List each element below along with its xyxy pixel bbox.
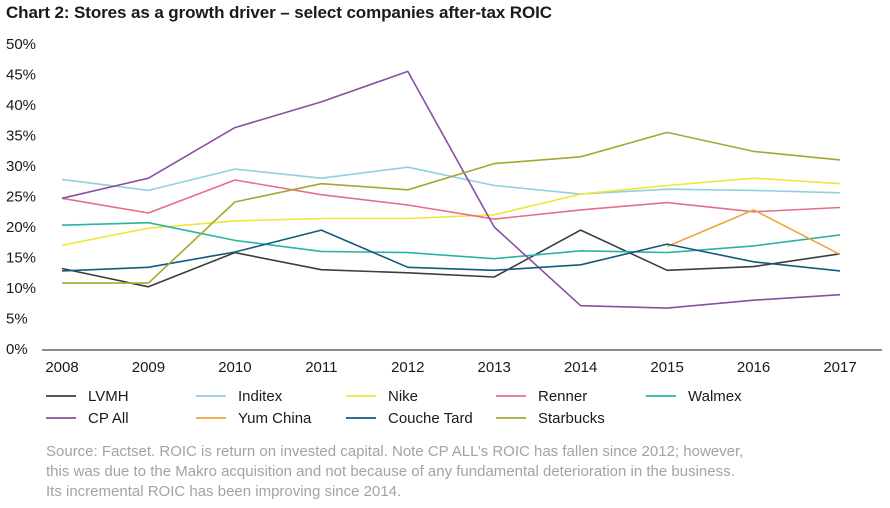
x-tick-label: 2009: [132, 359, 165, 376]
y-tick-label: 15%: [6, 250, 36, 267]
series-line-lvmh: [61, 229, 841, 288]
x-tick-label: 2008: [45, 359, 78, 376]
y-tick-label: 0%: [6, 341, 28, 358]
source-line: this was due to the Makro acquisition an…: [46, 463, 735, 480]
y-tick-label: 10%: [6, 280, 36, 297]
legend-label-lvmh: LVMH: [88, 388, 129, 405]
source-line: Its incremental ROIC has been improving …: [46, 483, 402, 500]
source-note: Source: Factset. ROIC is return on inves…: [46, 442, 886, 502]
y-tick-label: 5%: [6, 311, 28, 328]
y-axis-ticks: 0% 5% 10% 15% 20% 25% 30% 35% 40% 45% 50%: [6, 36, 36, 358]
series-line-walmex: [61, 221, 841, 260]
y-tick-label: 25%: [6, 189, 36, 206]
series-line-cp-all: [61, 70, 841, 309]
legend: LVMH Inditex Nike Renner Walmex CP All Yum Chi…: [46, 388, 742, 427]
series-line-nike: [61, 177, 841, 247]
y-tick-label: 45%: [6, 67, 36, 84]
series-line-couche-tard: [61, 229, 841, 272]
series-line-starbucks: [62, 131, 841, 284]
y-tick-label: 50%: [6, 36, 36, 53]
y-tick-label: 20%: [6, 219, 36, 236]
legend-label-cp-all: CP All: [88, 410, 129, 427]
legend-label-renner: Renner: [538, 388, 587, 405]
source-line: Source: Factset. ROIC is return on inves…: [46, 443, 744, 460]
x-tick-label: 2012: [391, 359, 424, 376]
x-tick-label: 2011: [305, 359, 337, 376]
x-tick-label: 2010: [218, 359, 251, 376]
chart-title: Chart 2: Stores as a growth driver – sel…: [6, 3, 552, 22]
x-tick-label: 2014: [564, 359, 597, 376]
x-tick-label: 2017: [823, 359, 856, 376]
legend-label-yum-china: Yum China: [238, 410, 312, 427]
series-line-renner: [61, 179, 841, 220]
x-tick-label: 2015: [650, 359, 683, 376]
y-tick-label: 35%: [6, 128, 36, 145]
series-line-yum-china: [666, 209, 841, 256]
legend-label-couche-tard: Couche Tard: [388, 410, 473, 427]
y-tick-label: 40%: [6, 97, 36, 114]
legend-label-inditex: Inditex: [238, 388, 283, 405]
legend-label-walmex: Walmex: [688, 388, 742, 405]
x-axis-ticks: 2008 2009 2010 2011 2012 2013 2014 2015 2016 2017: [45, 359, 856, 376]
legend-label-starbucks: Starbucks: [538, 410, 605, 427]
legend-label-nike: Nike: [388, 388, 418, 405]
x-tick-label: 2013: [478, 359, 511, 376]
chart-plot: 0% 5% 10% 15% 20% 25% 30% 35% 40% 45% 50% 2008 2009…: [6, 36, 882, 427]
series-lines: [61, 70, 841, 309]
x-tick-label: 2016: [737, 359, 770, 376]
y-tick-label: 30%: [6, 158, 36, 175]
